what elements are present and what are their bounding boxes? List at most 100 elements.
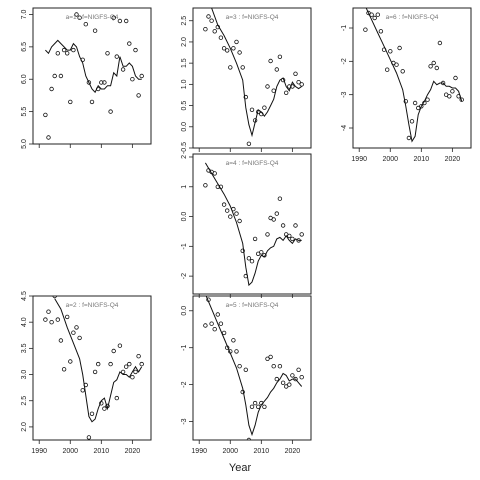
panel-a2-xtick-label: 2020 [125,448,141,455]
panel-a5-obs-point [274,376,279,382]
panel-a6-obs-point [412,100,418,106]
panel-a5-obs-point [265,356,270,361]
panel-a6-obs-point [453,75,458,81]
panel-a2-obs-point [58,338,64,343]
panel-a4-obs-point [271,217,276,222]
panel-a6-obs-point [447,94,452,99]
panel-a5-obs-point [284,384,289,389]
panel-a6-obs-point [434,65,439,71]
panel-a5-obs-point [287,382,292,387]
panel-a2-obs-point [99,401,104,406]
panel-a2-obs-point [74,325,79,330]
panel-a5-obs-point [262,404,267,409]
panel-a1-obs-point [74,12,79,17]
panel-a6-obs-point [459,97,464,102]
panel-a1-obs-point [68,99,73,105]
panel-a6-obs-point [440,80,446,86]
panel-a3-obs-point [237,50,242,55]
panel-a5-ytick-label: 0.0 [181,306,188,316]
panel-a1-obs-point [46,135,51,140]
panel-a6-obs-point [363,27,368,32]
panel-a2-obs-point [61,367,67,372]
panel-a2-ytick-label: 2.5 [21,396,28,406]
panel-a2-obs-point [71,330,76,335]
panel-a2-obs-point [105,403,110,409]
panel-a5-obs-point [271,364,276,369]
panel-a1-ytick-label: 5.5 [21,107,28,117]
panel-a4-obs-point [246,256,252,261]
panel-a5-obs-point [215,312,220,317]
panel-a2-xtick-label: 2010 [94,448,110,455]
panel-a6-obs-point [425,97,430,102]
panel-a2-xtick-label: 1990 [31,448,47,455]
panel-a6-data [363,8,464,143]
panel-a5-obs-point [237,364,242,369]
panel-a4-ytick-label: -2 [181,273,188,279]
panel-a5-obs-point [218,321,224,326]
panel-a3-obs-point [252,118,258,123]
panel-a4-obs-point [277,196,283,201]
panel-a1-obs-point [95,86,101,92]
panel-a3-ytick-label: 0.0 [181,122,188,132]
panel-a1-obs-point [99,80,104,85]
panel-a4-obs-point [265,232,270,237]
panel-a1: a=1 : f=NIGFS-Q4 5.0 5.5 6.0 6.5 7.0 [21,7,152,149]
panel-a5-obs-point [228,349,233,354]
panel-a6-obs-point [372,15,377,21]
panel-a1-ytick-label: 6.5 [21,42,28,52]
panel-a6: a=6 : f=NIGFS-Q4 -4 -3 -2 -1 1990 2000 2010 2020 [341,7,472,163]
panel-a5-ytick-label: -1 [181,344,188,350]
panel-a3-obs-point [293,71,298,76]
panel-a4-obs-point [237,218,242,224]
panel-a2-ytick-label: 3.0 [21,370,28,380]
panel-a3-obs-point [221,46,227,51]
panel-a2-obs-point [130,375,135,380]
panel-a5-obs-point [206,297,211,302]
panel-a3-obs-point [212,29,217,34]
panel-a3-obs-point [274,67,279,72]
panel-a3-obs-point [277,54,283,59]
panel-a2-ytick-label: 2.0 [21,422,28,432]
panel-a3: a=3 : f=NIGFS-Q4 -0.5 0.0 0.5 1.0 1.5 2.0 2.5 [181,7,312,154]
panel-a3-obs-point [256,109,261,115]
panel-a1-obs-point [108,109,113,114]
panel-a6-obs-point [381,47,387,52]
panel-a1-obs-point [111,15,116,20]
panel-a6-obs-point [419,104,424,109]
panel-a4-obs-point [243,273,248,279]
panel-a1-obs-point [83,22,88,27]
panel-a6-obs-point [400,69,405,74]
panel-a2-fitted-line [54,298,143,423]
panel-a1-obs-point [71,47,76,53]
panel-a3-ytick-label: 2.0 [181,37,188,47]
panel-a6-obs-point [397,45,402,51]
panel-a1-obs-point [133,47,138,53]
panel-a5-xtick-label: 2010 [254,448,270,455]
panel-a2-obs-point [102,406,107,411]
panel-a4-obs-point [274,211,279,216]
panel-a2-obs-point [117,343,123,348]
panel-a3-obs-point [231,46,236,51]
panel-a5-obs-point [268,354,273,360]
panel-a2-obs-point [77,335,82,341]
panel-a5-ytick-label: -3 [181,418,188,424]
panel-a6-obs-point [456,94,461,99]
panel-a3-obs-point [249,107,255,112]
panel-a6-obs-point [450,89,455,94]
panel-a1-fitted-line [45,39,142,94]
panel-a5-xtick-label: 1990 [191,448,207,455]
panel-a3-obs-point [228,65,233,70]
panel-a5-obs-point [224,345,230,350]
panel-a3-obs-point [259,111,264,117]
panel-a1-obs-point [105,51,110,56]
panel-a5-data [203,296,304,440]
panel-a3-obs-point [215,24,220,30]
panel-a4-title: a=4 : f=NIGFS-Q4 [226,160,279,167]
panel-a5: a=5 : f=NIGFS-Q4 -3 -2 -1 0.0 1990 2000 2010 202… [181,295,312,455]
panel-a5-obs-point [243,367,248,372]
panel-a4-obs-point [249,259,255,264]
panel-a2-obs-point [80,388,85,393]
panel-a2-frame [32,295,152,441]
panel-a5-obs-point [252,400,258,406]
